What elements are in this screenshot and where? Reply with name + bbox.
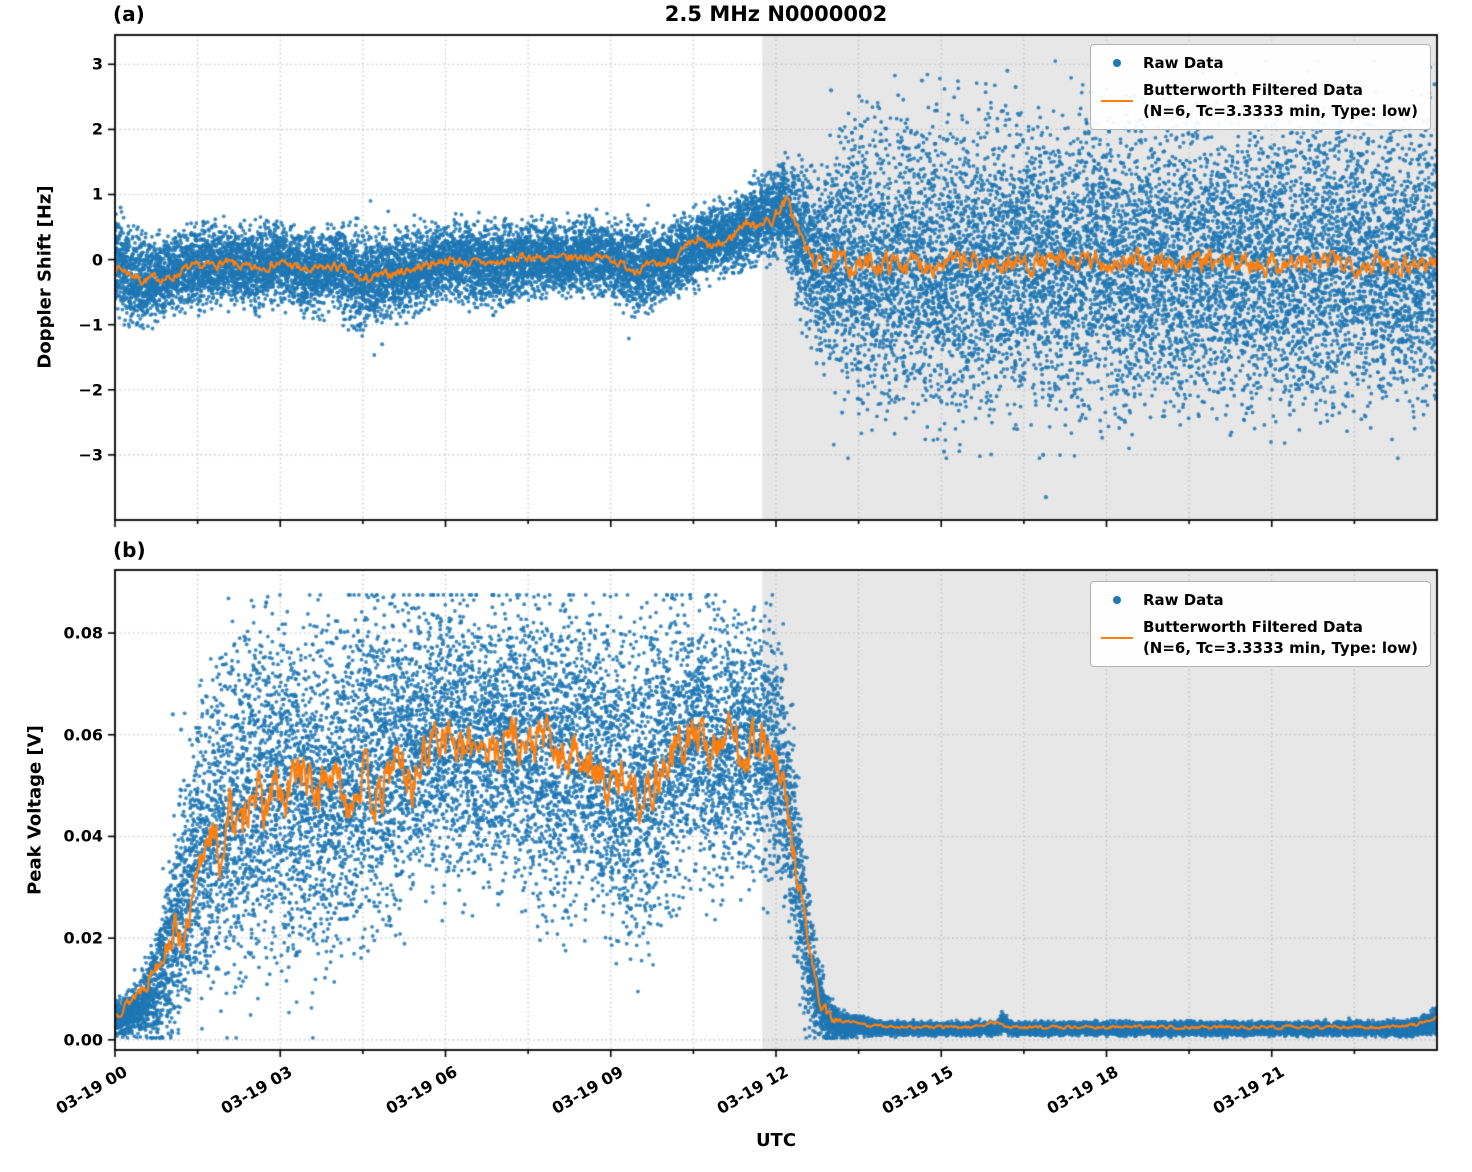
legend-entry-raw: Raw Data [1101,590,1418,610]
panel-a-y-tick-label: 2 [91,119,103,139]
x-axis-label: UTC [755,1130,797,1151]
panel-b-y-tick-label: 0.08 [63,623,103,643]
filtered-data-marker-icon [1100,636,1133,639]
panel-b-y-tick-label: 0.02 [63,928,103,948]
raw-data-marker-icon [1101,596,1133,605]
figure-title: 2.5 MHz N0000002 [664,2,888,26]
panel-b-y-tick-label: 0.04 [63,826,103,846]
filtered-data-sublabel: (N=6, Tc=3.3333 min, Type: low) [1142,101,1418,120]
panel-a-y-axis-label: Doppler Shift [Hz] [34,185,56,369]
panel-a-y-tick-label: −1 [78,315,103,335]
filtered-data-label: Butterworth Filtered Data [1142,618,1363,637]
panel-a-y-tick-label: −3 [78,445,103,465]
filtered-data-marker-icon [1100,99,1133,102]
legend-entry-filtered: Butterworth Filtered Data (N=6, Tc=3.333… [1100,80,1418,121]
filtered-data-label: Butterworth Filtered Data [1142,81,1363,100]
panel-a-label: (a) [113,2,145,26]
filtered-data-sublabel: (N=6, Tc=3.3333 min, Type: low) [1142,638,1418,657]
panel-a-y-tick-label: 1 [91,184,103,204]
panel-a-y-tick-label: 0 [91,250,103,270]
panel-b-y-axis-label: Peak Voltage [V] [24,725,46,895]
raw-data-label: Raw Data [1142,54,1224,72]
raw-data-marker-icon [1101,59,1133,68]
panel-a-y-tick-label: 3 [91,54,103,74]
panel-b-y-tick-label: 0.06 [63,725,103,745]
panel-a-y-tick-label: −2 [78,380,103,400]
panel-a-legend: Raw Data Butterworth Filtered Data (N=6,… [1089,44,1431,130]
panel-b-label: (b) [113,538,146,562]
panel-b-legend: Raw Data Butterworth Filtered Data (N=6,… [1089,581,1431,667]
legend-entry-filtered: Butterworth Filtered Data (N=6, Tc=3.333… [1100,617,1418,658]
raw-data-label: Raw Data [1142,591,1224,609]
legend-entry-raw: Raw Data [1101,53,1418,73]
panel-b-y-tick-label: 0.00 [63,1030,103,1050]
